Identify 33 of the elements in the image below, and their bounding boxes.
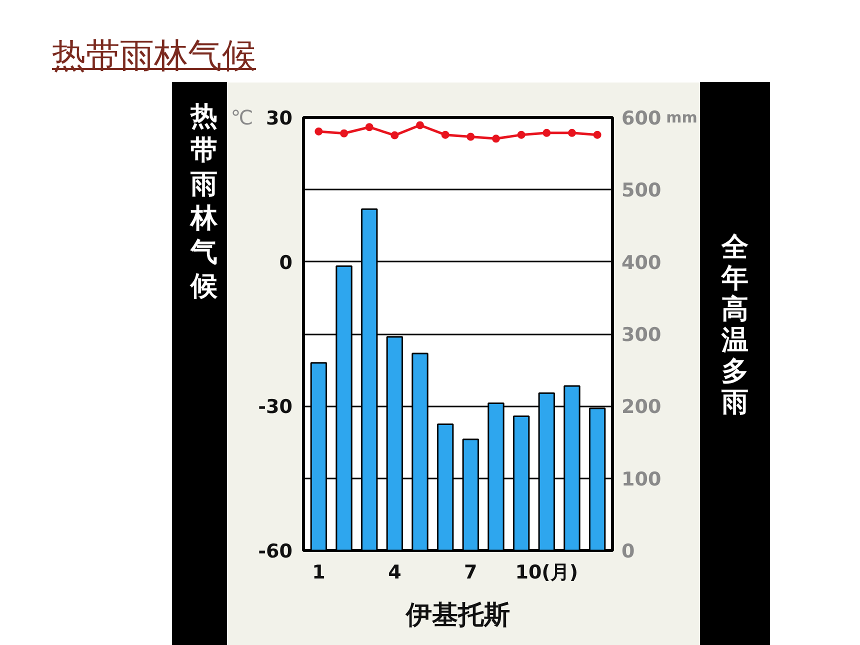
point [542, 128, 551, 137]
y2-tick-label: 600 [622, 108, 662, 130]
text: 热带雨林气候 [188, 100, 218, 304]
y-tick-label: -60 [258, 540, 292, 562]
point [517, 130, 526, 139]
point [466, 132, 475, 141]
y-tick-label: 0 [279, 252, 293, 274]
y2-tick-label: 200 [622, 396, 662, 418]
y-tick-label: -30 [258, 396, 292, 418]
point [568, 128, 576, 137]
x-tick-label: 10(月) [515, 562, 578, 584]
chart-title: 热带雨林气候 [51, 35, 256, 76]
y2-tick-label: 100 [622, 468, 662, 490]
y2-tick-label: 300 [622, 324, 662, 346]
point [365, 123, 374, 132]
point [390, 131, 399, 140]
x-tick-label: 1 [312, 562, 326, 584]
point [441, 130, 450, 139]
y2-axis-title: mm [666, 108, 698, 126]
y2-tick-label: 500 [622, 180, 662, 202]
point [314, 127, 323, 136]
y2-tick-label: 0 [622, 540, 635, 562]
y2-tick-label: 400 [622, 252, 662, 274]
point [492, 134, 500, 143]
x-tick-label: 7 [464, 562, 478, 584]
point [593, 130, 602, 139]
point [340, 129, 348, 138]
text: 全年高温多雨 [720, 232, 750, 418]
x-axis-title: 伊基托斯 [405, 600, 510, 630]
point [416, 121, 424, 130]
x-tick-label: 4 [388, 562, 402, 584]
y-axis-title: ℃ [230, 106, 254, 130]
y-tick-label: 30 [266, 108, 293, 130]
